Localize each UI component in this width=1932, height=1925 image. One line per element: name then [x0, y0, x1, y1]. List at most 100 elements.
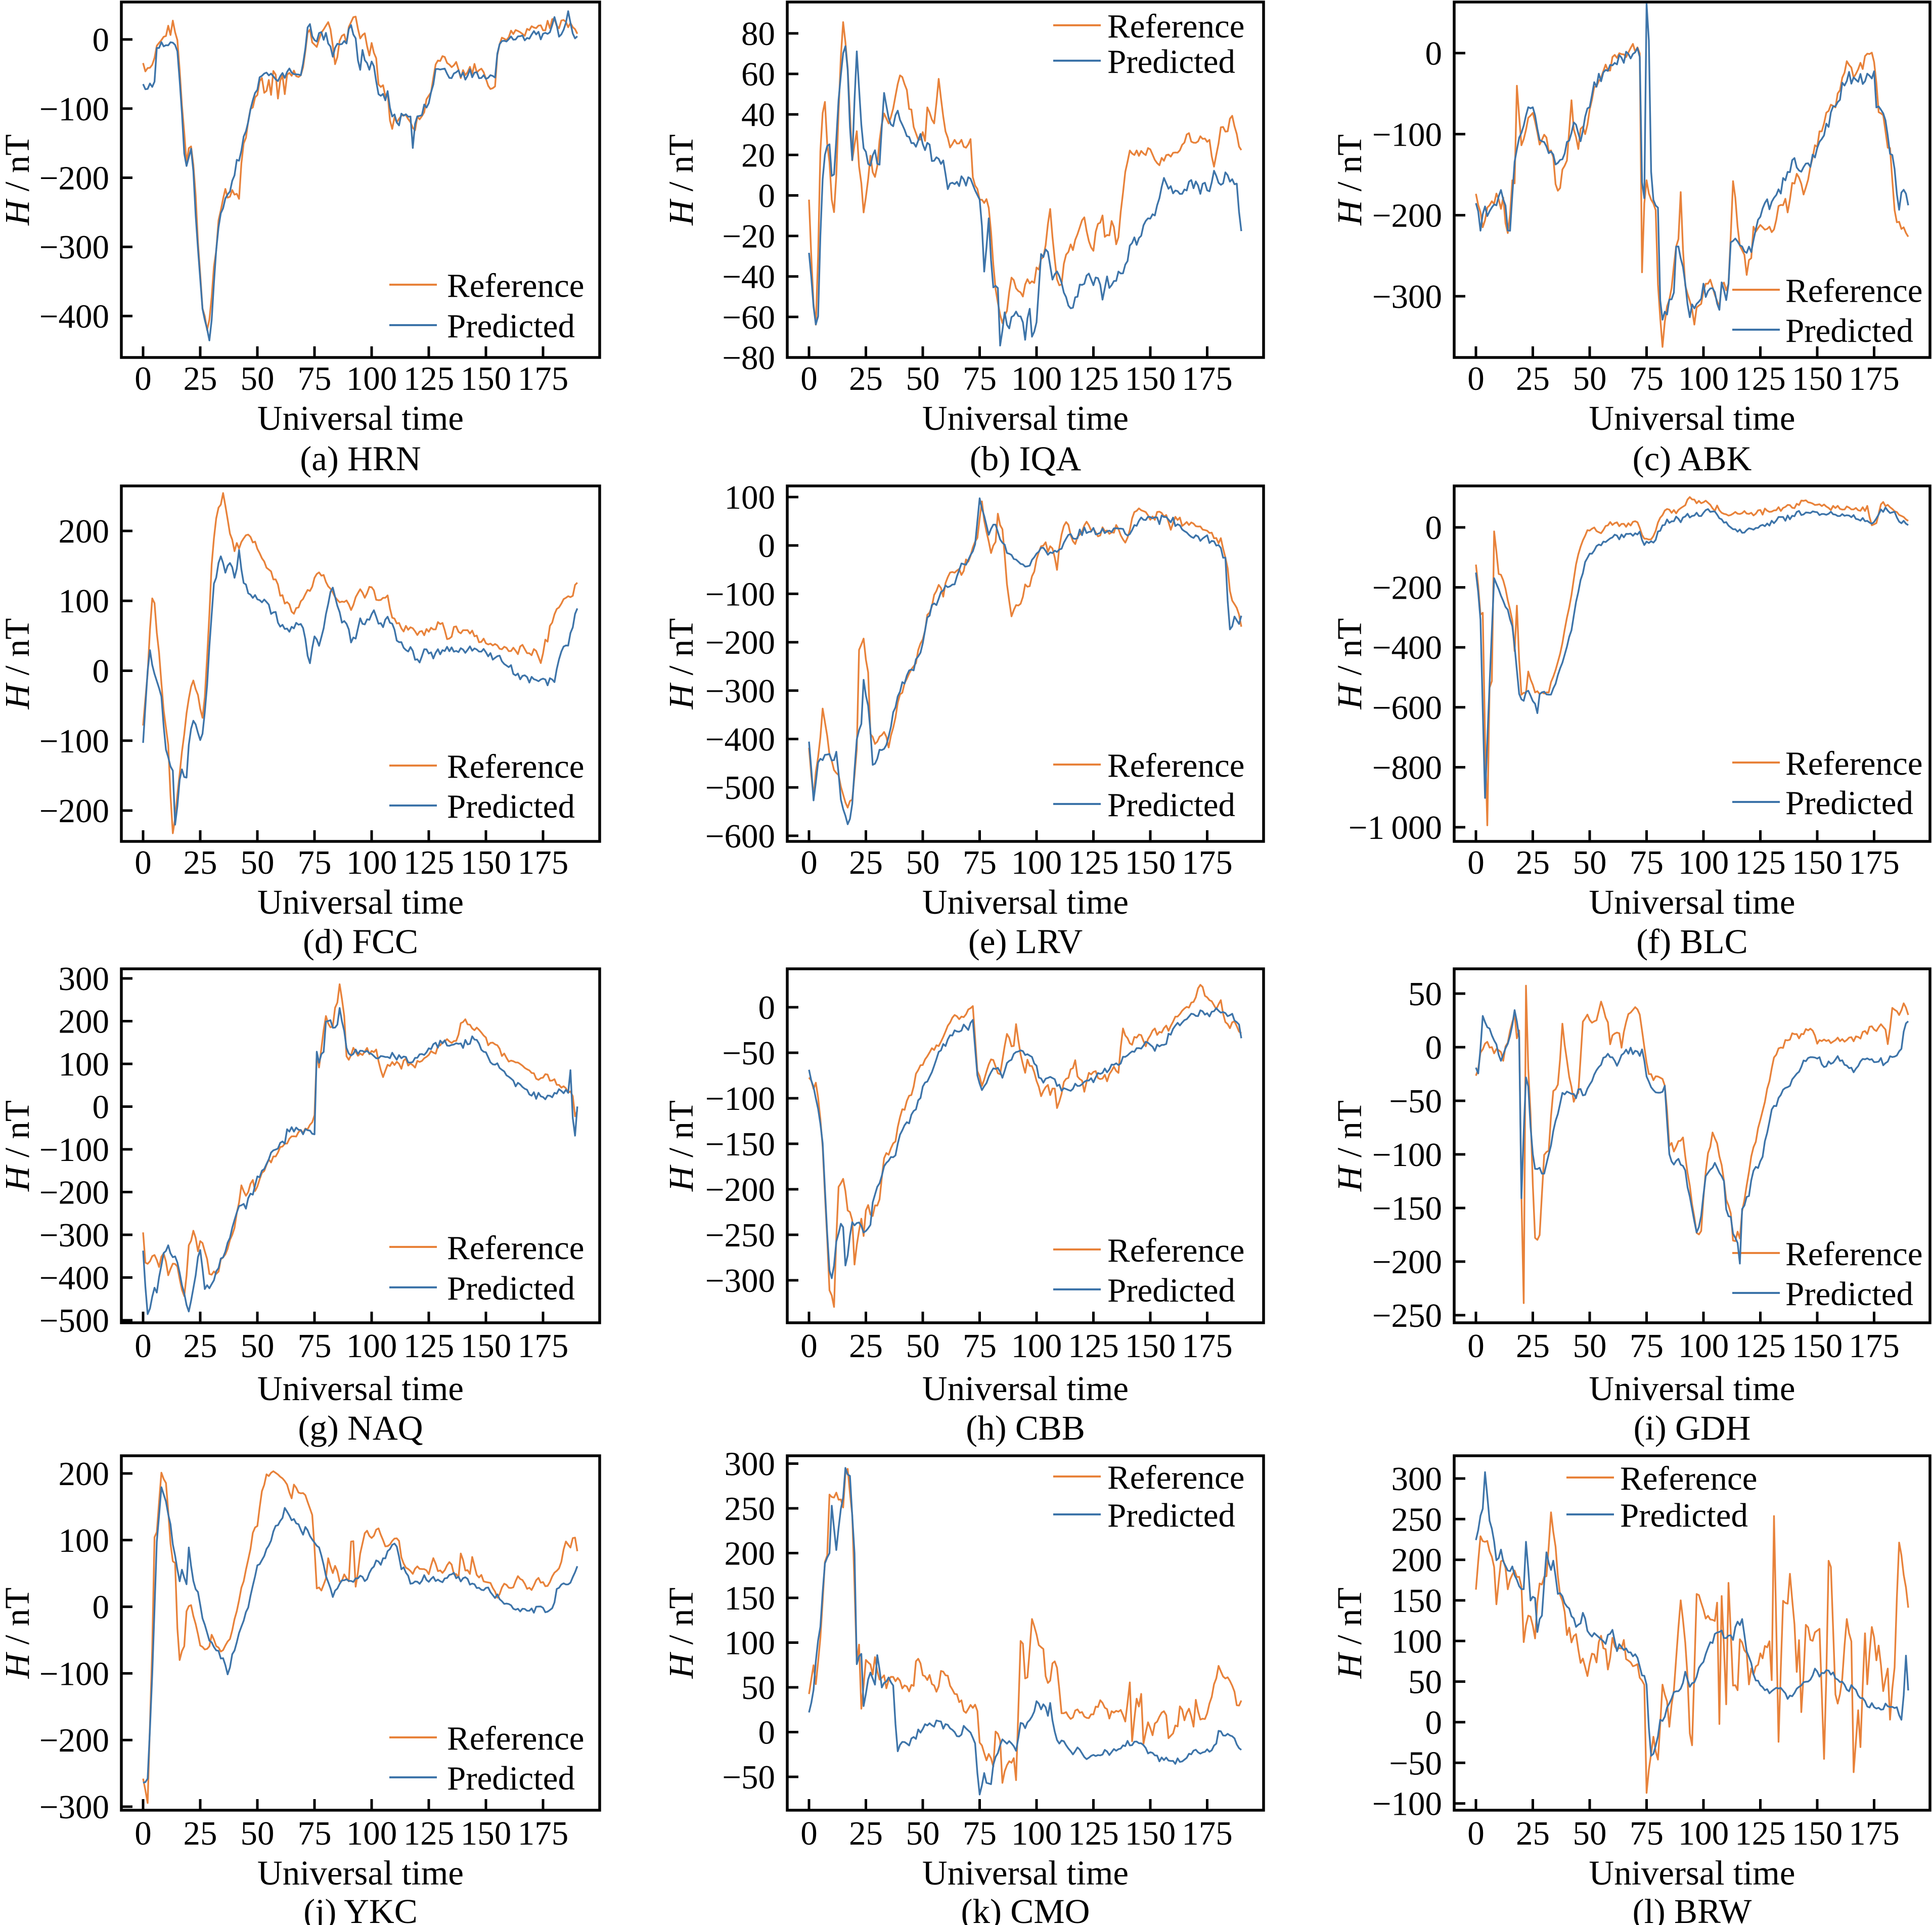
svg-text:50: 50 — [906, 844, 940, 881]
svg-text:40: 40 — [741, 96, 775, 133]
svg-text:100: 100 — [1678, 1327, 1729, 1365]
svg-text:25: 25 — [184, 1815, 217, 1852]
svg-text:Predicted: Predicted — [1107, 43, 1235, 80]
svg-text:Predicted: Predicted — [1620, 1497, 1748, 1534]
svg-text:150: 150 — [1125, 1327, 1176, 1365]
svg-text:Universal time: Universal time — [922, 1369, 1129, 1408]
svg-text:100: 100 — [725, 479, 776, 516]
svg-text:−200: −200 — [1372, 1243, 1442, 1281]
svg-text:H / nT: H / nT — [0, 1100, 36, 1192]
svg-text:200: 200 — [59, 1455, 110, 1493]
svg-text:Universal time: Universal time — [1589, 1369, 1795, 1408]
svg-text:200: 200 — [725, 1535, 776, 1573]
svg-text:75: 75 — [963, 360, 997, 397]
svg-text:Reference: Reference — [1107, 8, 1245, 45]
svg-text:125: 125 — [1735, 1815, 1786, 1852]
svg-text:−80: −80 — [722, 339, 775, 377]
svg-text:−250: −250 — [705, 1217, 775, 1254]
svg-text:150: 150 — [1792, 1815, 1843, 1852]
svg-text:Universal time: Universal time — [922, 399, 1129, 437]
svg-text:100: 100 — [1678, 1815, 1729, 1852]
svg-text:(e) LRV: (e) LRV — [968, 922, 1083, 961]
svg-text:Universal time: Universal time — [1589, 1854, 1795, 1892]
svg-text:175: 175 — [518, 844, 569, 881]
svg-text:150: 150 — [725, 1580, 776, 1617]
svg-text:−100: −100 — [39, 1131, 109, 1169]
svg-text:175: 175 — [1182, 1327, 1233, 1365]
svg-text:−50: −50 — [722, 1035, 775, 1072]
svg-text:Universal time: Universal time — [257, 399, 464, 437]
svg-text:Reference: Reference — [447, 1229, 585, 1267]
svg-text:125: 125 — [1735, 844, 1786, 881]
svg-text:−200: −200 — [1372, 569, 1442, 607]
svg-text:Predicted: Predicted — [1785, 1275, 1913, 1313]
svg-text:100: 100 — [59, 1522, 110, 1559]
svg-text:75: 75 — [963, 844, 997, 881]
svg-text:0: 0 — [1425, 35, 1443, 72]
svg-text:25: 25 — [1516, 1327, 1550, 1365]
svg-text:0: 0 — [134, 360, 152, 397]
svg-text:H / nT: H / nT — [662, 618, 700, 709]
svg-text:125: 125 — [403, 360, 455, 397]
svg-text:(j) YKC: (j) YKC — [303, 1892, 418, 1925]
svg-text:50: 50 — [906, 360, 940, 397]
svg-text:25: 25 — [184, 1327, 217, 1365]
svg-text:150: 150 — [1125, 844, 1176, 881]
svg-text:100: 100 — [725, 1625, 776, 1662]
svg-text:Reference: Reference — [447, 267, 585, 304]
svg-text:250: 250 — [725, 1490, 776, 1528]
svg-text:50: 50 — [1573, 360, 1607, 397]
svg-text:−100: −100 — [1372, 1785, 1442, 1823]
svg-text:−800: −800 — [1372, 749, 1442, 786]
svg-text:H / nT: H / nT — [0, 134, 36, 226]
svg-text:200: 200 — [59, 513, 110, 550]
svg-text:Universal time: Universal time — [257, 883, 464, 921]
svg-text:Predicted: Predicted — [1107, 1272, 1235, 1309]
svg-text:75: 75 — [1630, 360, 1664, 397]
svg-text:50: 50 — [1573, 844, 1607, 881]
svg-text:25: 25 — [184, 844, 217, 881]
svg-text:H / nT: H / nT — [1330, 1587, 1369, 1679]
svg-text:Reference: Reference — [1785, 745, 1923, 782]
svg-text:−50: −50 — [1389, 1744, 1442, 1782]
svg-text:Universal time: Universal time — [922, 883, 1129, 921]
svg-text:0: 0 — [758, 989, 776, 1026]
svg-text:Universal time: Universal time — [1589, 399, 1795, 437]
svg-text:0: 0 — [1425, 509, 1443, 547]
svg-text:−500: −500 — [39, 1302, 109, 1339]
svg-text:−200: −200 — [39, 1174, 109, 1212]
svg-text:(d) FCC: (d) FCC — [303, 922, 418, 961]
svg-text:Predicted: Predicted — [447, 1760, 575, 1797]
svg-text:150: 150 — [1792, 844, 1843, 881]
svg-text:Reference: Reference — [1620, 1460, 1758, 1497]
svg-text:0: 0 — [1425, 1029, 1443, 1066]
svg-text:−50: −50 — [722, 1759, 775, 1796]
svg-text:150: 150 — [1792, 1327, 1843, 1365]
svg-text:H / nT: H / nT — [1330, 134, 1369, 226]
svg-text:50: 50 — [241, 360, 275, 397]
svg-text:75: 75 — [963, 1815, 997, 1852]
svg-text:0: 0 — [758, 177, 776, 215]
svg-text:50: 50 — [241, 1327, 275, 1365]
svg-text:50: 50 — [1573, 1815, 1607, 1852]
svg-text:20: 20 — [741, 137, 775, 174]
svg-text:150: 150 — [1125, 360, 1176, 397]
svg-text:−600: −600 — [1372, 689, 1442, 727]
svg-text:H / nT: H / nT — [662, 1100, 700, 1192]
svg-text:(c) ABK: (c) ABK — [1633, 439, 1752, 478]
svg-text:100: 100 — [1011, 844, 1062, 881]
svg-text:50: 50 — [1573, 1327, 1607, 1365]
svg-text:(b) IQA: (b) IQA — [970, 439, 1082, 478]
svg-text:75: 75 — [1630, 844, 1664, 881]
svg-text:Predicted: Predicted — [447, 1270, 575, 1307]
svg-text:Predicted: Predicted — [1107, 786, 1235, 824]
svg-text:25: 25 — [184, 360, 217, 397]
svg-text:Reference: Reference — [1107, 1459, 1245, 1496]
svg-text:H / nT: H / nT — [1330, 618, 1369, 709]
svg-text:−20: −20 — [722, 218, 775, 255]
svg-text:Predicted: Predicted — [1785, 312, 1913, 349]
svg-text:150: 150 — [1792, 360, 1843, 397]
svg-text:100: 100 — [59, 1046, 110, 1083]
svg-text:−100: −100 — [705, 575, 775, 613]
svg-text:−60: −60 — [722, 299, 775, 336]
